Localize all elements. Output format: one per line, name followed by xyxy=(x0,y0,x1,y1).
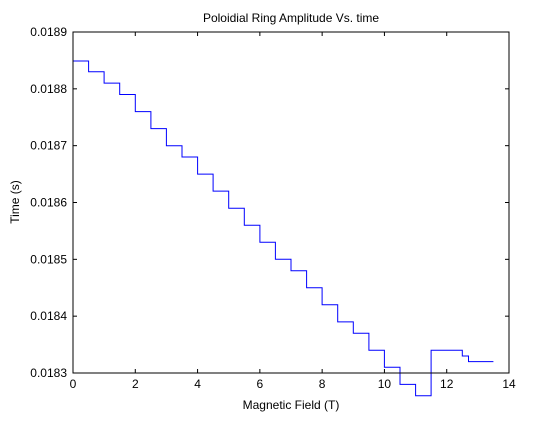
series-line xyxy=(73,60,494,397)
x-ticks: 0 2 4 6 8 10 12 14 xyxy=(70,32,516,391)
x-axis-label: Magnetic Field (T) xyxy=(243,398,340,412)
x-tick-label: 4 xyxy=(194,377,201,391)
x-tick-label: 2 xyxy=(132,377,139,391)
y-tick-label: 0.0188 xyxy=(30,82,67,96)
x-tick-label: 14 xyxy=(502,377,516,391)
x-tick-label: 12 xyxy=(440,377,454,391)
y-tick-label: 0.0189 xyxy=(30,25,67,39)
y-tick-label: 0.0183 xyxy=(30,366,67,380)
x-tick-label: 0 xyxy=(70,377,77,391)
plot-area xyxy=(73,32,509,373)
y-tick-label: 0.0184 xyxy=(30,309,67,323)
x-tick-label: 6 xyxy=(257,377,264,391)
y-axis-label: Time (s) xyxy=(8,180,22,224)
y-tick-label: 0.0185 xyxy=(30,252,67,266)
x-tick-label: 8 xyxy=(319,377,326,391)
y-tick-label: 0.0186 xyxy=(30,196,67,210)
x-tick-label: 10 xyxy=(378,377,392,391)
y-ticks: 0.0183 0.0184 0.0185 0.0186 0.0187 0.0188 0.01… xyxy=(30,25,509,380)
y-tick-label: 0.0187 xyxy=(30,139,67,153)
chart-title: Poloidial Ring Amplitude Vs. time xyxy=(203,11,379,25)
